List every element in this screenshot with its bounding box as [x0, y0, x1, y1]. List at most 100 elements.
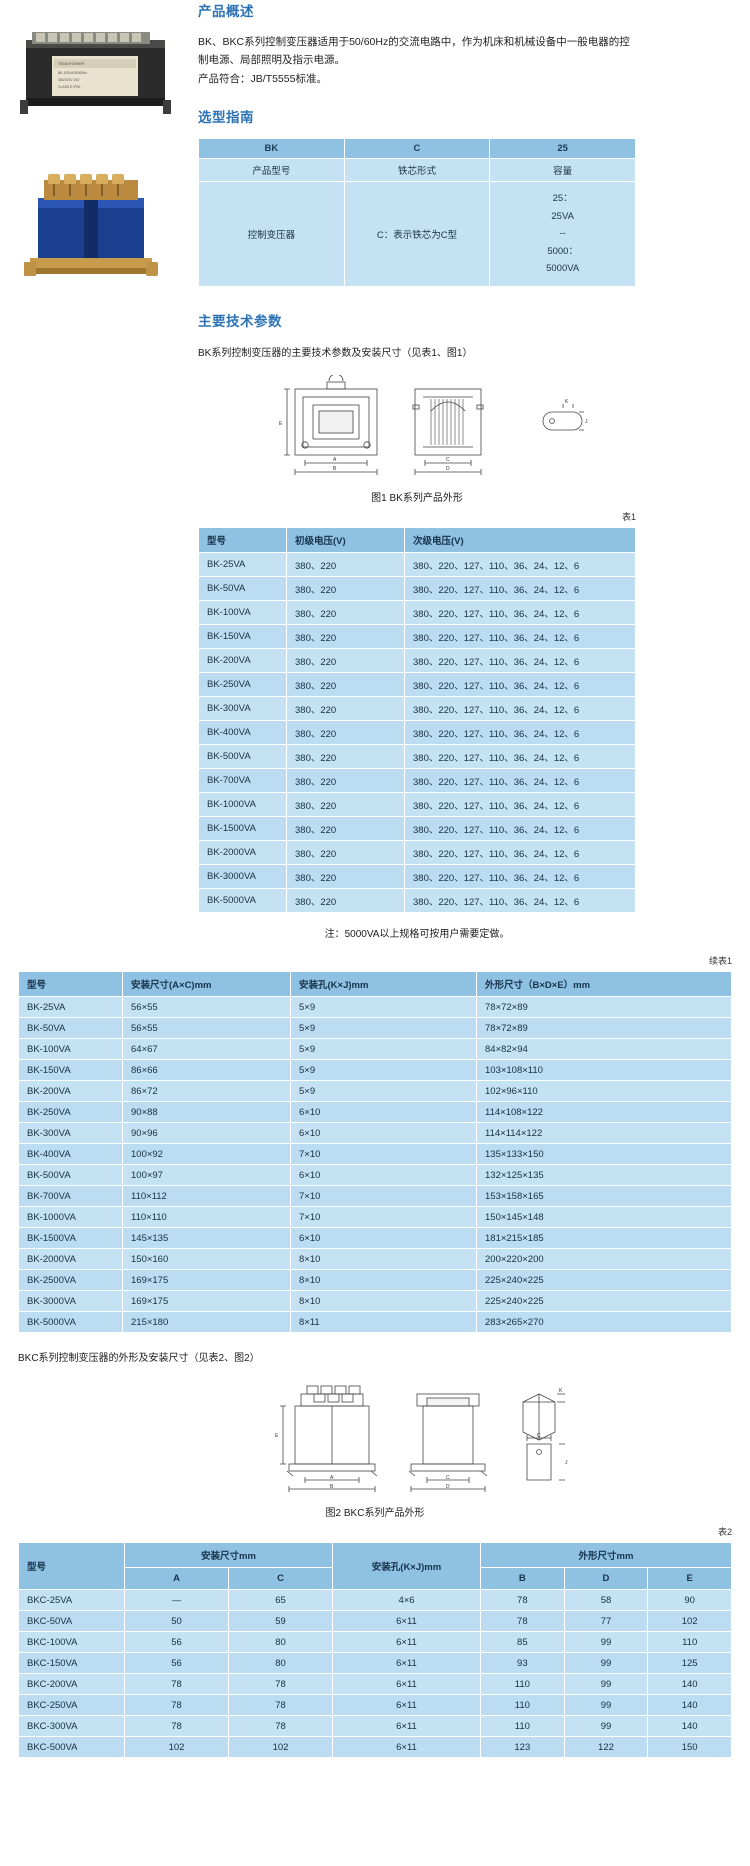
- t2-col-model: 型号: [18, 1542, 125, 1590]
- cell-value: 6×10: [290, 1101, 477, 1123]
- cell-model: BK-3000VA: [198, 864, 287, 889]
- intro-line-3: 产品符合：JB/T5555标准。: [198, 72, 327, 85]
- table-row: BK-400VA 380、220 380、220、127、110、36、24、12、…: [198, 720, 636, 745]
- bkc-section: BKC系列控制变压器的外形及安装尺寸（见表2、图2）: [0, 1349, 750, 1758]
- intro-line-2: 制电源、局部照明及指示电源。: [198, 54, 345, 67]
- cell-value: 4×6: [332, 1589, 481, 1611]
- svg-text:E: E: [275, 1433, 279, 1439]
- t2-sub-a: A: [124, 1567, 229, 1590]
- table-row: BK-2000VA 380、220 380、220、127、110、36、24、12…: [198, 840, 636, 865]
- table-row: BK-150VA 86×66 5×9 103×108×110: [18, 1059, 732, 1081]
- specs-column: 主要技术参数 BK系列控制变压器的主要技术参数及安装尺寸（见表1、图1）: [198, 310, 636, 940]
- product-photo-column: TRANSFORMER BK-100VA 50/60Hz 380/220V 24…: [18, 28, 178, 285]
- cell-value: 78: [480, 1589, 565, 1611]
- cell-value: 65: [228, 1589, 333, 1611]
- table-row: BK-2500VA 169×175 8×10 225×240×225: [18, 1269, 732, 1291]
- cell-value: 123: [480, 1736, 565, 1758]
- table-row: BK-200VA 86×72 5×9 102×96×110: [18, 1080, 732, 1102]
- cell-value: 380、220: [286, 672, 405, 697]
- cell-value: 8×10: [290, 1269, 477, 1291]
- cell-model: BKC-150VA: [18, 1652, 125, 1674]
- cell-value: 122: [563, 1736, 649, 1758]
- cell-value: 110: [480, 1694, 565, 1716]
- cell-value: 6×11: [332, 1673, 481, 1695]
- specs-section: 主要技术参数 BK系列控制变压器的主要技术参数及安装尺寸（见表1、图1）: [0, 310, 750, 940]
- cell-value: 78: [124, 1694, 229, 1716]
- cell-model: BK-5000VA: [198, 888, 287, 913]
- cell-model: BK-50VA: [198, 576, 287, 601]
- cell-model: BK-1000VA: [18, 1206, 123, 1228]
- cell-value: 78×72×89: [476, 996, 732, 1018]
- svg-text:A: A: [330, 1475, 334, 1481]
- cell-value: 78×72×89: [476, 1017, 732, 1039]
- table-row: BK-25VA 380、220 380、220、127、110、36、24、12、6: [198, 552, 636, 577]
- table-row: BK-1000VA 380、220 380、220、127、110、36、24、12…: [198, 792, 636, 817]
- cell-value: 90×96: [122, 1122, 291, 1144]
- selection-body-capacity: 25： 25VA -- 5000： 5000VA: [489, 181, 636, 288]
- cell-value: 78: [124, 1715, 229, 1737]
- table-row: BK-100VA 64×67 5×9 84×82×94: [18, 1038, 732, 1060]
- table-row: BK-1500VA 145×135 6×10 181×215×185: [18, 1227, 732, 1249]
- table-1-specs: 型号 初级电压(V) 次级电压(V) BK-25VA 380、220 380、220…: [198, 527, 636, 913]
- cell-model: BK-50VA: [18, 1017, 123, 1039]
- figure-2-caption: 图2 BKC系列产品外形: [325, 1508, 425, 1519]
- selection-sub-core: 铁芯形式: [343, 158, 491, 183]
- svg-text:E: E: [279, 421, 283, 427]
- cell-model: BK-1500VA: [18, 1227, 123, 1249]
- cell-model: BKC-50VA: [18, 1610, 125, 1632]
- cell-value: 380、220: [286, 696, 405, 721]
- cell-model: BK-700VA: [198, 768, 287, 793]
- selection-sub-model: 产品型号: [198, 158, 345, 183]
- cell-value: 380、220、127、110、36、24、12、6: [404, 672, 636, 697]
- cell-value: 169×175: [122, 1290, 291, 1312]
- svg-text:K: K: [559, 1388, 563, 1394]
- cell-value: 380、220、127、110、36、24、12、6: [404, 744, 636, 769]
- cell-model: BK-25VA: [18, 996, 123, 1018]
- cell-value: 50: [124, 1610, 229, 1632]
- cell-value: 380、220: [286, 600, 405, 625]
- cell-value: 102×96×110: [476, 1080, 732, 1102]
- cell-value: 380、220: [286, 768, 405, 793]
- table-row: BK-700VA 110×112 7×10 153×158×165: [18, 1185, 732, 1207]
- cell-value: 169×175: [122, 1269, 291, 1291]
- table-row: BKC-50VA 50 59 6×11 78 77 102: [18, 1610, 732, 1632]
- cell-value: 85: [480, 1631, 565, 1653]
- cell-value: 8×11: [290, 1311, 477, 1333]
- cell-value: 6×10: [290, 1227, 477, 1249]
- table-row: BK-500VA 380、220 380、220、127、110、36、24、12、…: [198, 744, 636, 769]
- table-1-col-model: 型号: [198, 527, 287, 553]
- svg-text:D: D: [446, 466, 450, 472]
- selection-body-row: 控制变压器 C：表示铁芯为C型 25： 25VA -- 5000： 5000VA: [198, 181, 636, 288]
- bkc-intro-text: BKC系列控制变压器的外形及安装尺寸（见表2、图2）: [18, 1353, 260, 1364]
- cell-value: 140: [647, 1673, 732, 1695]
- table-row: BK-500VA 100×97 6×10 132×125×135: [18, 1164, 732, 1186]
- table-1-col-primary: 初级电压(V): [286, 527, 405, 553]
- table-1-cont-body: BK-25VA 56×55 5×9 78×72×89 BK-50VA 56×55 5×9 78…: [18, 996, 732, 1333]
- t2-sub-e: E: [647, 1567, 732, 1590]
- cell-value: 132×125×135: [476, 1164, 732, 1186]
- cell-value: 56: [124, 1652, 229, 1674]
- cell-value: 5×9: [290, 1038, 477, 1060]
- cell-model: BKC-250VA: [18, 1694, 125, 1716]
- table-row: BK-250VA 380、220 380、220、127、110、36、24、12、…: [198, 672, 636, 697]
- cell-value: 153×158×165: [476, 1185, 732, 1207]
- table-1-marker: 表1: [621, 512, 636, 522]
- cell-value: 64×67: [122, 1038, 291, 1060]
- svg-text:J: J: [585, 419, 588, 425]
- table-row: BK-150VA 380、220 380、220、127、110、36、24、12、…: [198, 624, 636, 649]
- cell-value: 6×11: [332, 1610, 481, 1632]
- cell-model: BK-100VA: [18, 1038, 123, 1060]
- cell-model: BK-250VA: [198, 672, 287, 697]
- table-row: BK-1500VA 380、220 380、220、127、110、36、24、12…: [198, 816, 636, 841]
- cell-value: 102: [647, 1610, 732, 1632]
- cell-value: 99: [563, 1631, 649, 1653]
- capacity-item: --: [559, 228, 566, 240]
- cell-value: 380、220: [286, 864, 405, 889]
- cell-value: 80: [228, 1652, 333, 1674]
- t1c-col-mount-size: 安装尺寸(A×C)mm: [122, 971, 291, 997]
- selection-body-core: C：表示铁芯为C型: [343, 181, 491, 288]
- selection-header-25: 25: [489, 138, 636, 160]
- svg-text:BK-100VA 50/60Hz: BK-100VA 50/60Hz: [58, 71, 87, 75]
- cell-model: BK-2500VA: [18, 1269, 123, 1291]
- cell-value: 150×160: [122, 1248, 291, 1270]
